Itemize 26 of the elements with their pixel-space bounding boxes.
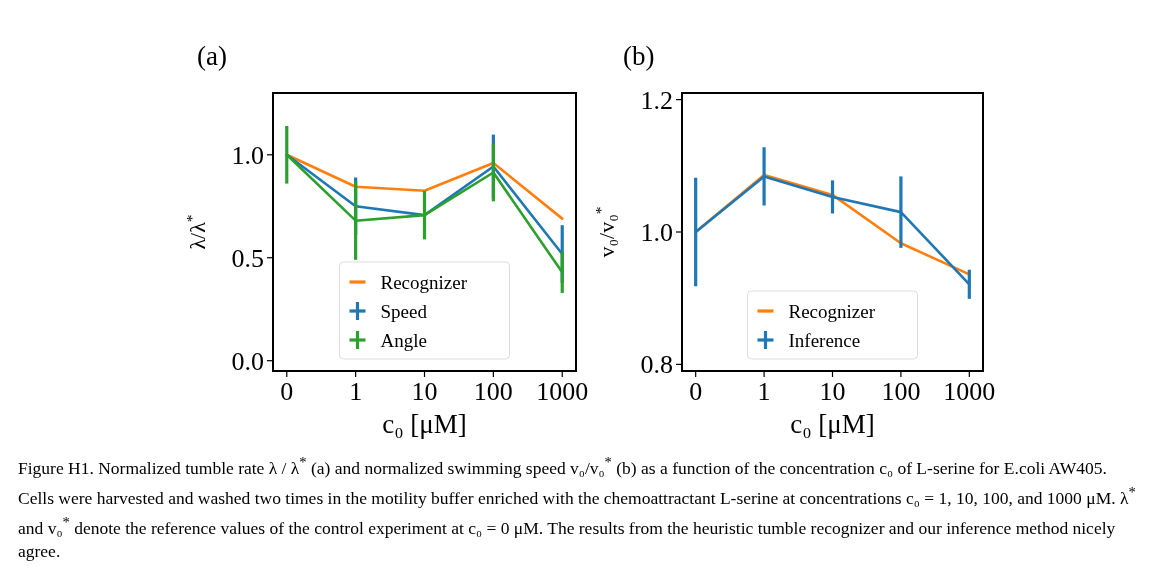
text: Figure H1. Normalized tumble rate λ / λ$^{*}$ (a) and normalized swimming speed v₀/v₀$^{*}$ (b) as a function of the concentration c₀ of L-serine for E.coli AW405. Cells were harvested and washed two times in the motility buffer enriched with the chemoattractant L-serine at concentrations c₀ = 1, 10, 100, and 1000 μM. λ$^{*}$ and v₀$^{*}$ denote the reference values of the control experiment at c₀ = 0 μM. The results from the heuristic tumble recognizer and our inference method nicely agree. [18, 454, 1136, 562]
x-tick-label: 1000 [536, 377, 589, 406]
y-tick-label: 1.0 [231, 140, 264, 170]
x-tick-label: 100 [473, 377, 513, 406]
x-tick-label: 10 [411, 377, 438, 406]
x-tick-label: 10 [819, 377, 846, 406]
chart-title: (b) [623, 41, 655, 71]
y-tick-label: 0.0 [231, 346, 264, 376]
x-tick-label: 1 [349, 377, 363, 406]
legend-label: Recognizer [788, 300, 876, 322]
x-tick-label: 0 [689, 377, 703, 406]
x-axis-title: c₀ [μM] [790, 409, 875, 439]
x-tick-label: 0 [280, 377, 294, 406]
legend-label: Inference [788, 329, 861, 351]
x-axis-title: c₀ [μM] [382, 409, 467, 439]
y-tick-label: 0.5 [231, 243, 264, 273]
legend-label: Recognizer [380, 271, 468, 293]
x-tick-label: 1000 [943, 377, 996, 406]
x-tick-label: 100 [881, 377, 921, 406]
legend-label: Speed [380, 300, 428, 322]
y-tick-label: 0.8 [640, 350, 673, 380]
x-tick-label: 1 [757, 377, 771, 406]
chart-title: (a) [197, 41, 227, 71]
legend-label: Angle [380, 329, 427, 351]
y-tick-label: 1.2 [640, 85, 673, 115]
y-tick-label: 1.0 [640, 218, 673, 248]
